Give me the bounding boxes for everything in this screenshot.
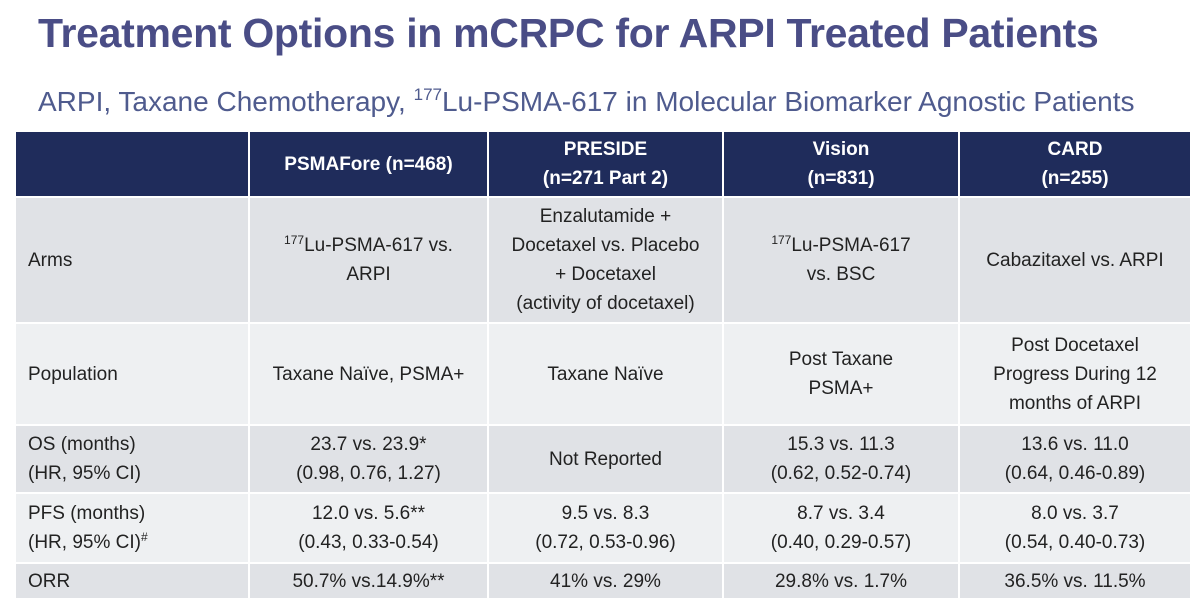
- text-line: (n=271 Part 2): [542, 168, 669, 189]
- table-row: ORR 50.7% vs.14.9%** 41% vs. 29% 29.8% vs. …: [14, 562, 1192, 600]
- text-line: + Docetaxel: [555, 264, 656, 285]
- text-line: 36.5% vs. 11.5%: [1004, 570, 1146, 592]
- table-cell: 9.5 vs. 8.3 (0.72, 0.53-0.96): [487, 492, 724, 564]
- text-line: Progress During 12: [993, 363, 1157, 385]
- text-line: (HR, 95% CI): [28, 463, 141, 484]
- text-part: (HR, 95% CI): [28, 532, 141, 553]
- text-part: Lu-PSMA-617 in Molecular Biomarker Agnos…: [441, 86, 1135, 117]
- table-cell: Cabazitaxel vs. ARPI: [958, 196, 1192, 324]
- text-line: Taxane Naïve: [547, 363, 664, 385]
- text-line: 41% vs. 29%: [550, 570, 661, 592]
- row-label: ORR: [14, 562, 250, 600]
- text-line: 9.5 vs. 8.3: [561, 503, 650, 524]
- superscript: 177: [284, 233, 305, 247]
- text-part: Lu-PSMA-617: [791, 235, 911, 256]
- row-label: OS (months) (HR, 95% CI): [14, 424, 250, 494]
- text-line: (n=255): [1041, 168, 1109, 189]
- text-line: 177Lu-PSMA-617: [730, 231, 952, 260]
- header-cell: PSMAFore (n=468): [248, 130, 489, 198]
- text-line: Not Reported: [548, 448, 662, 470]
- text-line: 8.7 vs. 3.4: [797, 503, 885, 524]
- table-cell: 177Lu-PSMA-617 vs. ARPI: [248, 196, 489, 324]
- text-line: ORR: [28, 570, 71, 592]
- table-body: Arms 177Lu-PSMA-617 vs. ARPI Enzalutamide +…: [14, 196, 1192, 600]
- text-line: (0.62, 0.52-0.74): [770, 463, 912, 484]
- text-line: 29.8% vs. 1.7%: [774, 570, 908, 592]
- header-cell: CARD (n=255): [958, 130, 1192, 198]
- text-line: 8.0 vs. 3.7: [1031, 503, 1119, 524]
- text-line: Post Taxane: [788, 349, 894, 370]
- text-line: PSMA+: [808, 378, 874, 399]
- table-cell: Post Docetaxel Progress During 12 months o…: [958, 322, 1192, 426]
- table-cell: 29.8% vs. 1.7%: [722, 562, 960, 600]
- table-row: Population Taxane Naïve, PSMA+ Taxane Naïv…: [14, 322, 1192, 426]
- table-cell: Taxane Naïve, PSMA+: [248, 322, 489, 426]
- superscript: 177: [413, 85, 442, 104]
- table-row: PFS (months) (HR, 95% CI)# 12.0 vs. 5.6**(…: [14, 492, 1192, 564]
- slide-subtitle: ARPI, Taxane Chemotherapy, 177Lu-PSMA-61…: [38, 86, 1135, 118]
- text-line: (n=831): [807, 168, 875, 189]
- text-line: 23.7 vs. 23.9*: [310, 434, 427, 455]
- table-cell: Not Reported: [487, 424, 724, 494]
- text-line: (activity of docetaxel): [516, 293, 695, 314]
- text-line: PSMAFore (n=468): [284, 153, 453, 175]
- text-line: (0.98, 0.76, 1.27): [296, 463, 441, 484]
- header-cell: [14, 130, 250, 198]
- text-line: 12.0 vs. 5.6**: [311, 503, 426, 524]
- table-cell: Taxane Naïve: [487, 322, 724, 426]
- text-line: ARPI: [346, 264, 391, 285]
- header-row: PSMAFore (n=468) PRESIDE (n=271 Part 2) Vis…: [14, 130, 1192, 198]
- text-line: Enzalutamide +: [539, 206, 672, 227]
- text-line: Post Docetaxel: [1011, 334, 1139, 356]
- text-line: Docetaxel vs. Placebo: [511, 235, 700, 256]
- superscript: #: [140, 530, 148, 544]
- table-cell: 177Lu-PSMA-617 vs. BSC: [722, 196, 960, 324]
- header-cell: Vision (n=831): [722, 130, 960, 198]
- table-cell: 36.5% vs. 11.5%: [958, 562, 1192, 600]
- table-cell: 15.3 vs. 11.3 (0.62, 0.52-0.74): [722, 424, 960, 494]
- comparison-table: PSMAFore (n=468) PRESIDE (n=271 Part 2) Vis…: [14, 130, 1192, 600]
- table-cell: 41% vs. 29%: [487, 562, 724, 600]
- row-label: Population: [14, 322, 250, 426]
- row-label: PFS (months) (HR, 95% CI)#: [14, 492, 250, 564]
- text-line: Vision: [812, 139, 870, 160]
- text-line: 13.6 vs. 11.0: [1021, 434, 1129, 455]
- text-line: (0.40, 0.29-0.57): [770, 532, 912, 553]
- table-cell: 50.7% vs.14.9%**: [248, 562, 489, 600]
- table-cell: 13.6 vs. 11.0 (0.64, 0.46-0.89): [958, 424, 1192, 494]
- table-row: OS (months) (HR, 95% CI) 23.7 vs. 23.9* (0.…: [14, 424, 1192, 494]
- table-row: Arms 177Lu-PSMA-617 vs. ARPI Enzalutamide +…: [14, 196, 1192, 324]
- row-label: Arms: [14, 196, 250, 324]
- text-line: (HR, 95% CI)#: [28, 528, 242, 557]
- text-line: OS (months): [28, 434, 136, 455]
- text-part: Lu-PSMA-617 vs.: [304, 235, 453, 256]
- text-line: PRESIDE: [563, 139, 648, 160]
- text-line: (0.43, 0.33-0.54): [298, 532, 439, 553]
- table-cell: 8.7 vs. 3.4 (0.40, 0.29-0.57): [722, 492, 960, 564]
- text-line: Taxane Naïve, PSMA+: [272, 363, 465, 385]
- slide-title: Treatment Options in mCRPC for ARPI Trea…: [38, 10, 1099, 56]
- header-cell: PRESIDE (n=271 Part 2): [487, 130, 724, 198]
- text-line: 50.7% vs.14.9%**: [292, 570, 445, 592]
- table-cell: 8.0 vs. 3.7 (0.54, 0.40-0.73): [958, 492, 1192, 564]
- text-line: vs. BSC: [806, 264, 876, 285]
- text-line: (0.54, 0.40-0.73): [1004, 532, 1146, 553]
- text-line: PFS (months): [28, 503, 146, 524]
- superscript: 177: [771, 233, 792, 247]
- table-cell: Post Taxane PSMA+: [722, 322, 960, 426]
- text-line: Cabazitaxel vs. ARPI: [986, 249, 1164, 271]
- text-line: Population: [28, 363, 118, 385]
- text-line: months of ARPI: [1008, 392, 1141, 414]
- table-cell: Enzalutamide + Docetaxel vs. Placebo + Doc…: [487, 196, 724, 324]
- table-cell: 23.7 vs. 23.9* (0.98, 0.76, 1.27): [248, 424, 489, 494]
- text-line: (0.64, 0.46-0.89): [1004, 463, 1146, 484]
- text-part: ARPI, Taxane Chemotherapy,: [38, 86, 414, 117]
- text-line: 177Lu-PSMA-617 vs.: [256, 231, 481, 260]
- text-line: 15.3 vs. 11.3: [787, 434, 895, 455]
- table-cell: 12.0 vs. 5.6** (0.43, 0.33-0.54): [248, 492, 489, 564]
- text-line: CARD: [1047, 139, 1103, 160]
- text-line: (0.72, 0.53-0.96): [535, 532, 676, 553]
- text-line: Arms: [28, 249, 73, 271]
